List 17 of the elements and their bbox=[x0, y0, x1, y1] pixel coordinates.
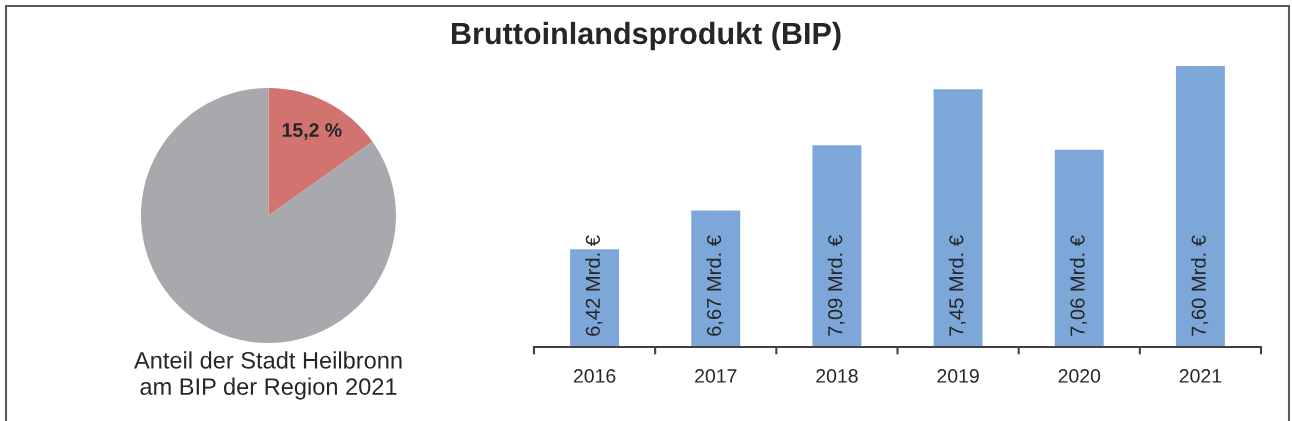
data-label: 7,06 Mrd. € bbox=[1069, 235, 1088, 336]
data-label: 7,45 Mrd. € bbox=[948, 235, 966, 336]
data-label: 6,42 Mrd. € bbox=[585, 235, 603, 336]
data-label: 7,60 Mrd. € bbox=[1191, 235, 1209, 336]
x-tick-label: 2020 bbox=[1058, 369, 1101, 383]
x-tick-label: 2021 bbox=[1179, 369, 1222, 383]
pie-slice bbox=[268, 88, 373, 216]
x-tick-label: 2019 bbox=[937, 369, 979, 383]
pie-slice bbox=[141, 88, 396, 343]
data-label: 6,67 Mrd. € bbox=[706, 235, 724, 336]
data-label: 7,09 Mrd. € bbox=[827, 235, 845, 336]
data-label: 15,2 % bbox=[282, 123, 342, 140]
x-tick-label: 2018 bbox=[816, 369, 858, 383]
text: Anteil der Stadt Heilbronn am BIP der Region 2021 bbox=[134, 351, 402, 400]
chart-title: Bruttoinlandsprodukt (BIP) bbox=[452, 21, 841, 51]
x-tick-label: 2017 bbox=[695, 369, 737, 383]
x-tick-label: 2016 bbox=[573, 369, 616, 383]
